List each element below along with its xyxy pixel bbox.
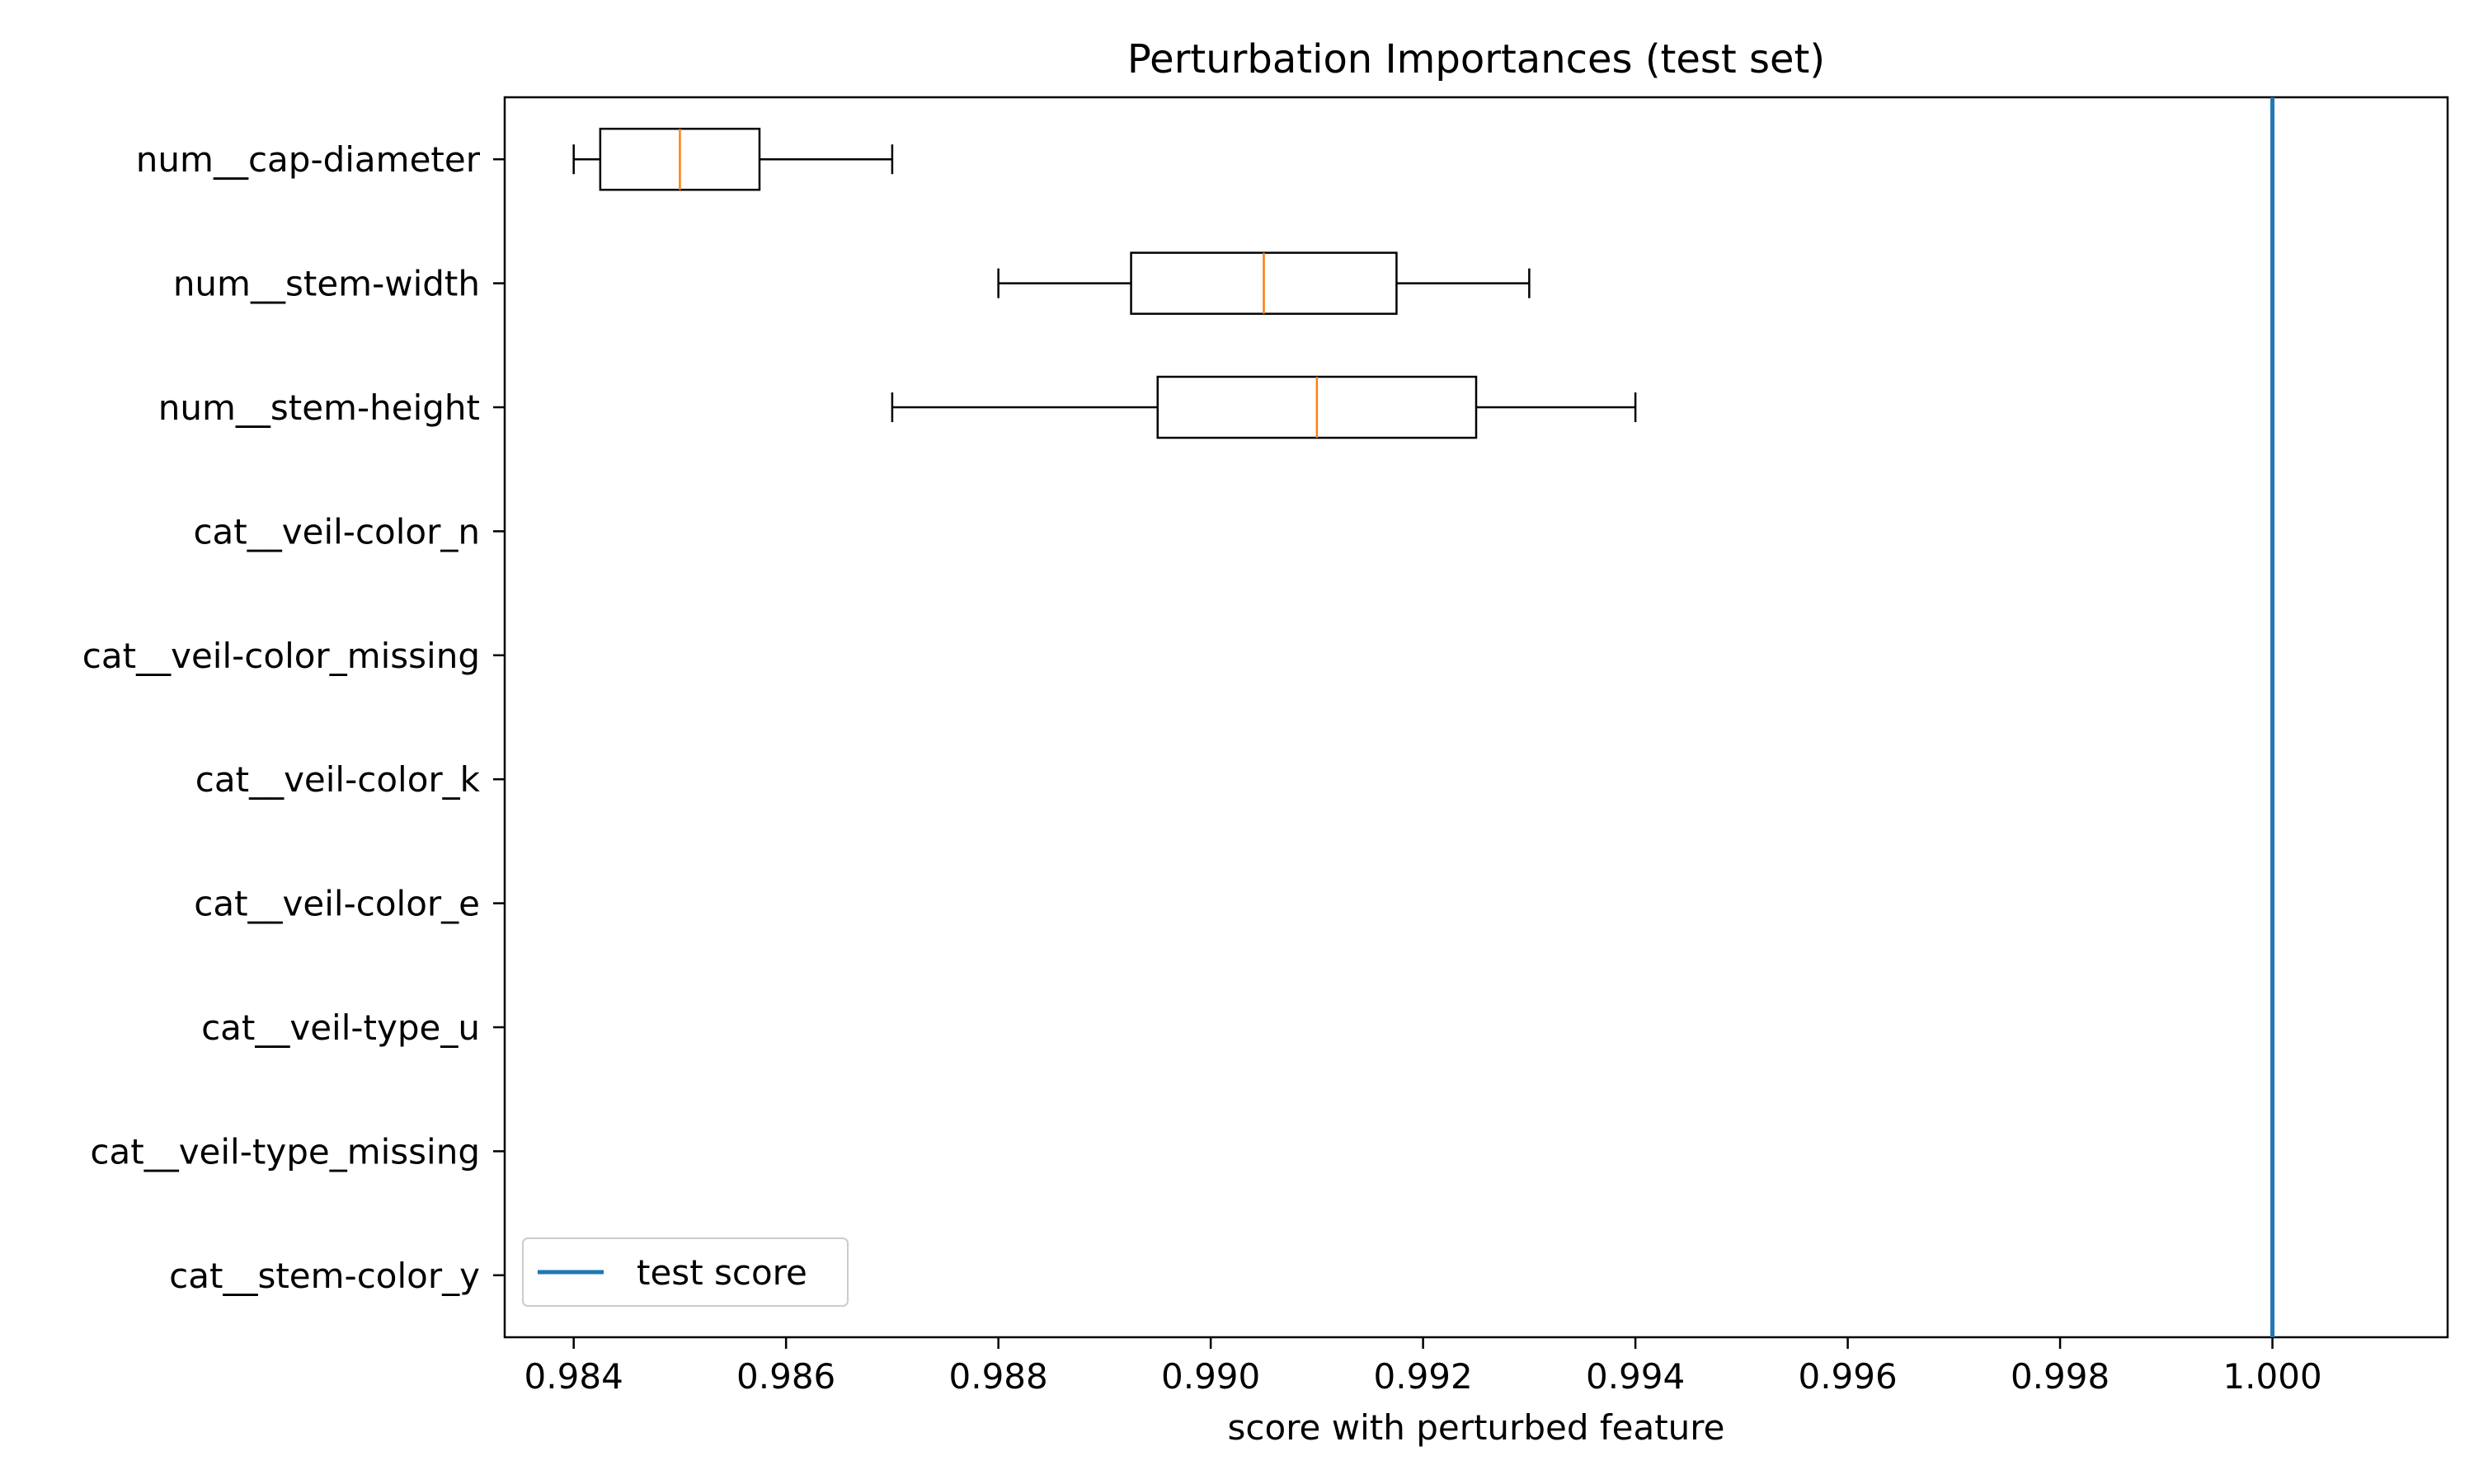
x-tick-label: 0.992 xyxy=(1374,1356,1473,1397)
y-tick-label: cat__veil-color_n xyxy=(193,511,480,552)
y-tick-label: cat__veil-type_missing xyxy=(90,1131,480,1172)
x-axis-label: score with perturbed feature xyxy=(1228,1407,1725,1448)
y-tick-label: cat__stem-color_y xyxy=(169,1256,480,1296)
y-tick-label: cat__veil-type_u xyxy=(201,1007,480,1048)
x-tick-label: 0.996 xyxy=(1798,1356,1897,1397)
chart-title: Perturbation Importances (test set) xyxy=(1127,36,1825,82)
y-tick-label: num__stem-height xyxy=(158,387,480,428)
y-tick-label: cat__veil-color_e xyxy=(194,884,480,924)
x-tick-label: 0.988 xyxy=(949,1356,1048,1397)
y-tick-label: cat__veil-color_missing xyxy=(82,636,480,676)
y-tick-label: num__cap-diameter xyxy=(136,139,481,180)
x-tick-label: 0.990 xyxy=(1161,1356,1260,1397)
legend-label: test score xyxy=(637,1252,807,1293)
x-tick-label: 0.986 xyxy=(736,1356,835,1397)
axes-frame xyxy=(503,96,2449,1339)
x-tick-label: 0.994 xyxy=(1586,1356,1685,1397)
y-tick-label: cat__veil-color_k xyxy=(195,759,481,800)
x-tick-label: 0.998 xyxy=(2011,1356,2109,1397)
legend-box xyxy=(522,1237,849,1307)
plot-area: 0.984 0.986 0.988 0.990 0.992 0.994 0.996 0.998… xyxy=(82,96,2449,1397)
y-tick-label: num__stem-width xyxy=(173,264,480,304)
x-tick-label: 1.000 xyxy=(2222,1356,2321,1397)
x-tick-label: 0.984 xyxy=(524,1356,623,1397)
